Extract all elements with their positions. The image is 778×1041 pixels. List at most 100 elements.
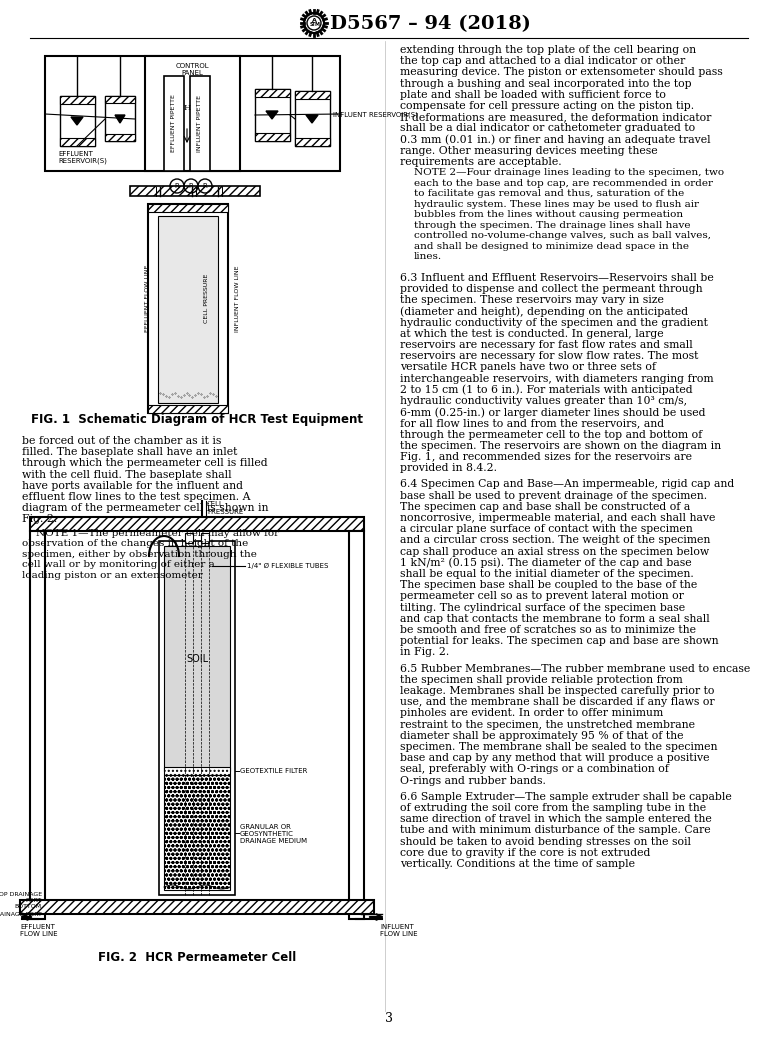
- Text: EFFLUENT: EFFLUENT: [20, 924, 55, 930]
- Text: 0.3 mm (0.01 in.) or finer and having an adequate travel: 0.3 mm (0.01 in.) or finer and having an…: [400, 134, 710, 145]
- Text: 6.4 Specimen Cap and Base—An impermeable, rigid cap and: 6.4 Specimen Cap and Base—An impermeable…: [400, 479, 734, 489]
- Text: Fig. 1, and recommended sizes for the reservoirs are: Fig. 1, and recommended sizes for the re…: [400, 452, 692, 462]
- Text: reservoirs are necessary for fast flow rates and small: reservoirs are necessary for fast flow r…: [400, 340, 692, 350]
- Bar: [30, 517, 364, 531]
- Text: through the permeameter cell to the top and bottom of: through the permeameter cell to the top …: [400, 430, 703, 439]
- Text: base and cap by any method that will produce a positive: base and cap by any method that will pro…: [400, 753, 710, 763]
- Text: O-rings and rubber bands.: O-rings and rubber bands.: [400, 776, 546, 786]
- Text: DRAINAGE MEDIUM: DRAINAGE MEDIUM: [240, 838, 307, 843]
- Text: and shall be designed to minimize dead space in the: and shall be designed to minimize dead s…: [414, 242, 689, 251]
- Text: the specimen. These reservoirs may vary in size: the specimen. These reservoirs may vary …: [400, 295, 664, 305]
- Bar: [255, 133, 290, 141]
- Text: through a bushing and seal incorporated into the top: through a bushing and seal incorporated …: [400, 79, 692, 88]
- Text: 6-mm (0.25-in.) or larger diameter lines should be used: 6-mm (0.25-in.) or larger diameter lines…: [400, 407, 706, 417]
- Text: CONTROL: CONTROL: [176, 64, 209, 69]
- Text: PANEL: PANEL: [181, 70, 203, 76]
- Text: TOP DRAINAGE: TOP DRAINAGE: [0, 891, 42, 896]
- Text: vertically. Conditions at the time of sample: vertically. Conditions at the time of sa…: [400, 859, 635, 869]
- Text: to facilitate gas removal and thus, saturation of the: to facilitate gas removal and thus, satu…: [414, 189, 684, 198]
- Bar: [159, 541, 235, 895]
- Text: diagram of the permeameter cell is shown in: diagram of the permeameter cell is shown…: [22, 503, 268, 513]
- Bar: [158, 215, 218, 403]
- Bar: [185, 533, 193, 543]
- Text: INFLUENT RESERVOIR(S): INFLUENT RESERVOIR(S): [333, 111, 418, 119]
- Text: 6.3 Influent and Effluent Reservoirs—Reservoirs shall be: 6.3 Influent and Effluent Reservoirs—Res…: [400, 273, 713, 283]
- Text: restraint to the specimen, the unstretched membrane: restraint to the specimen, the unstretch…: [400, 719, 695, 730]
- Text: BOTTOM: BOTTOM: [15, 905, 42, 910]
- Text: pinholes are evident. In order to offer minimum: pinholes are evident. In order to offer …: [400, 708, 664, 718]
- Text: be forced out of the chamber as it is: be forced out of the chamber as it is: [22, 436, 222, 446]
- Text: RESERVOIR(S): RESERVOIR(S): [58, 158, 107, 164]
- Text: each to the base and top cap, are recommended in order: each to the base and top cap, are recomm…: [414, 179, 713, 187]
- Text: the specimen. The reservoirs are shown on the diagram in: the specimen. The reservoirs are shown o…: [400, 440, 721, 451]
- Polygon shape: [71, 117, 83, 125]
- Text: reservoirs are necessary for slow flow rates. The most: reservoirs are necessary for slow flow r…: [400, 351, 699, 361]
- Bar: [145, 56, 240, 171]
- Bar: [164, 767, 230, 776]
- Text: GEOSYNTHETIC: GEOSYNTHETIC: [240, 831, 294, 837]
- Text: effluent flow lines to the test specimen. A: effluent flow lines to the test specimen…: [22, 492, 251, 502]
- Text: FIG. 2  HCR Permeameter Cell: FIG. 2 HCR Permeameter Cell: [98, 951, 296, 964]
- Text: FLOW LINE: FLOW LINE: [20, 931, 58, 937]
- Text: core due to gravity if the core is not extruded: core due to gravity if the core is not e…: [400, 847, 650, 858]
- Polygon shape: [306, 115, 318, 123]
- Text: and a circular cross section. The weight of the specimen: and a circular cross section. The weight…: [400, 535, 710, 545]
- Bar: [45, 56, 340, 171]
- Text: extending through the top plate of the cell bearing on: extending through the top plate of the c…: [400, 45, 696, 55]
- Polygon shape: [266, 111, 278, 119]
- Text: compensate for cell pressure acting on the piston tip.: compensate for cell pressure acting on t…: [400, 101, 694, 111]
- Text: leakage. Membranes shall be inspected carefully prior to: leakage. Membranes shall be inspected ca…: [400, 686, 714, 695]
- Text: specimen, either by observation through the: specimen, either by observation through …: [22, 550, 257, 559]
- Bar: [295, 138, 330, 146]
- Bar: [349, 531, 364, 919]
- Text: EFFLUENT PIPETTE: EFFLUENT PIPETTE: [171, 95, 177, 152]
- Text: NOTE 2—Four drainage lines leading to the specimen, two: NOTE 2—Four drainage lines leading to th…: [414, 169, 724, 177]
- Text: at which the test is conducted. In general, large: at which the test is conducted. In gener…: [400, 329, 664, 338]
- Text: the top cap and attached to a dial indicator or other: the top cap and attached to a dial indic…: [400, 56, 685, 67]
- Bar: [20, 900, 374, 914]
- Bar: [148, 405, 228, 413]
- Text: GEOTEXTILE FILTER: GEOTEXTILE FILTER: [240, 768, 307, 775]
- Text: shall be a dial indicator or cathetometer graduated to: shall be a dial indicator or cathetomete…: [400, 124, 695, 133]
- Text: noncorrosive, impermeable material, and each shall have: noncorrosive, impermeable material, and …: [400, 513, 716, 523]
- Text: GRANULAR OR: GRANULAR OR: [240, 823, 291, 830]
- Text: INFLUENT PIPETTE: INFLUENT PIPETTE: [198, 95, 202, 152]
- Text: permeameter cell so as to prevent lateral motion or: permeameter cell so as to prevent latera…: [400, 591, 684, 602]
- Text: PORT: PORT: [26, 898, 42, 904]
- Bar: [60, 96, 95, 104]
- Text: hydraulic system. These lines may be used to flush air: hydraulic system. These lines may be use…: [414, 200, 699, 208]
- Text: a circular plane surface of contact with the specimen: a circular plane surface of contact with…: [400, 524, 692, 534]
- Text: S: S: [309, 23, 313, 27]
- Text: through which the permeameter cell is filled: through which the permeameter cell is fi…: [22, 458, 268, 468]
- Bar: [148, 204, 228, 212]
- Text: 1 kN/m² (0.15 psi). The diameter of the cap and base: 1 kN/m² (0.15 psi). The diameter of the …: [400, 558, 692, 568]
- Text: INFLUENT FLOW LINE: INFLUENT FLOW LINE: [236, 265, 240, 332]
- Text: be smooth and free of scratches so as to minimize the: be smooth and free of scratches so as to…: [400, 625, 696, 635]
- Text: FIG. 1  Schematic Diagram of HCR Test Equipment: FIG. 1 Schematic Diagram of HCR Test Equ…: [31, 413, 363, 426]
- Polygon shape: [115, 115, 125, 123]
- Text: tilting. The cylindrical surface of the specimen base: tilting. The cylindrical surface of the …: [400, 603, 685, 612]
- Text: cap shall produce an axial stress on the specimen below: cap shall produce an axial stress on the…: [400, 547, 709, 557]
- Text: same direction of travel in which the sample entered the: same direction of travel in which the sa…: [400, 814, 712, 824]
- Text: loading piston or an extensometer: loading piston or an extensometer: [22, 570, 203, 580]
- Text: should be taken to avoid bending stresses on the soil: should be taken to avoid bending stresse…: [400, 837, 691, 846]
- Text: T: T: [312, 23, 316, 27]
- Text: seal, preferably with O-rings or a combination of: seal, preferably with O-rings or a combi…: [400, 764, 669, 775]
- Text: Fig. 2.: Fig. 2.: [22, 514, 58, 525]
- Bar: [201, 533, 209, 543]
- Text: the specimen shall provide reliable protection from: the specimen shall provide reliable prot…: [400, 675, 683, 685]
- Text: R: R: [188, 183, 194, 189]
- Text: NOTE 1—The permeameter cell may allow for: NOTE 1—The permeameter cell may allow fo…: [36, 529, 279, 537]
- Bar: [130, 186, 260, 196]
- Text: CELL PRESSURE: CELL PRESSURE: [205, 274, 209, 323]
- Text: controlled no-volume-change valves, such as ball valves,: controlled no-volume-change valves, such…: [414, 231, 711, 240]
- Text: versatile HCR panels have two or three sets of: versatile HCR panels have two or three s…: [400, 362, 656, 373]
- Text: EFFLUENT: EFFLUENT: [58, 151, 93, 157]
- Text: D5567 – 94 (2018): D5567 – 94 (2018): [330, 15, 531, 33]
- Text: diameter shall be approximately 95 % of that of the: diameter shall be approximately 95 % of …: [400, 731, 684, 741]
- Text: interchangeable reservoirs, with diameters ranging from: interchangeable reservoirs, with diamete…: [400, 374, 713, 383]
- Bar: [164, 776, 230, 890]
- Bar: [164, 545, 230, 771]
- Text: and cap that contacts the membrane to form a seal shall: and cap that contacts the membrane to fo…: [400, 614, 710, 624]
- Text: provided to dispense and collect the permeant through: provided to dispense and collect the per…: [400, 284, 703, 294]
